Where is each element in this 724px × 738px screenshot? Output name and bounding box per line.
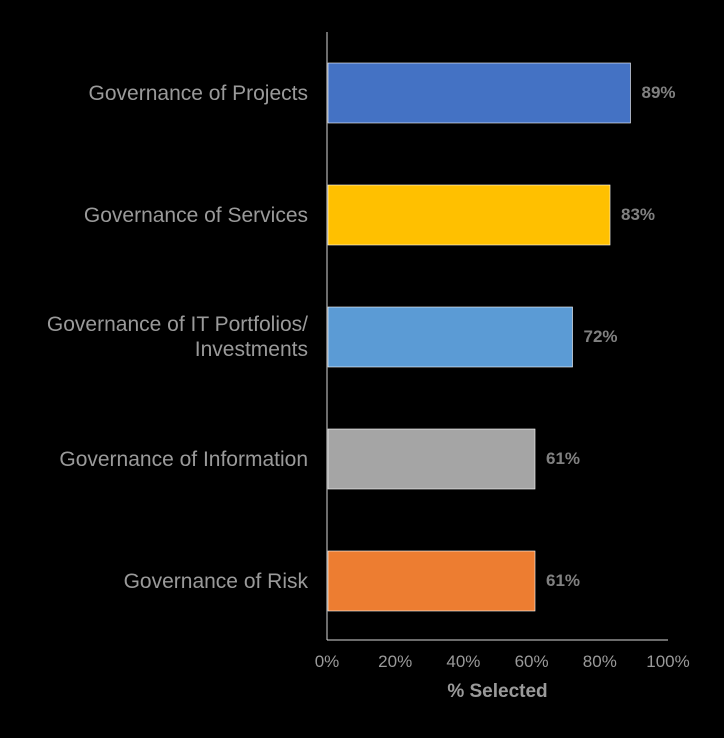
x-tick-label: 40% bbox=[446, 652, 481, 671]
category-label: Governance of Projects bbox=[88, 81, 308, 105]
x-tick-label: 100% bbox=[646, 652, 690, 671]
x-tick-label: 20% bbox=[378, 652, 413, 671]
value-label: 61% bbox=[546, 571, 581, 590]
x-tick-label: 0% bbox=[314, 652, 340, 671]
category-label: Governance of Risk bbox=[123, 569, 308, 593]
bar bbox=[327, 184, 611, 246]
bar bbox=[327, 306, 573, 368]
x-tick-label: 60% bbox=[514, 652, 549, 671]
value-label: 61% bbox=[546, 449, 581, 468]
category-label: Governance of Information bbox=[59, 447, 308, 471]
bar bbox=[327, 62, 631, 124]
bar bbox=[327, 428, 536, 490]
x-axis-title: % Selected bbox=[447, 681, 548, 702]
category-label: Governance of Services bbox=[83, 203, 308, 227]
value-label: 83% bbox=[621, 205, 656, 224]
bar bbox=[327, 550, 536, 612]
value-label: 72% bbox=[583, 327, 618, 346]
value-label: 89% bbox=[641, 83, 676, 102]
x-tick-label: 80% bbox=[582, 652, 617, 671]
category-label: Governance of IT Portfolios/ Investments bbox=[46, 313, 308, 361]
